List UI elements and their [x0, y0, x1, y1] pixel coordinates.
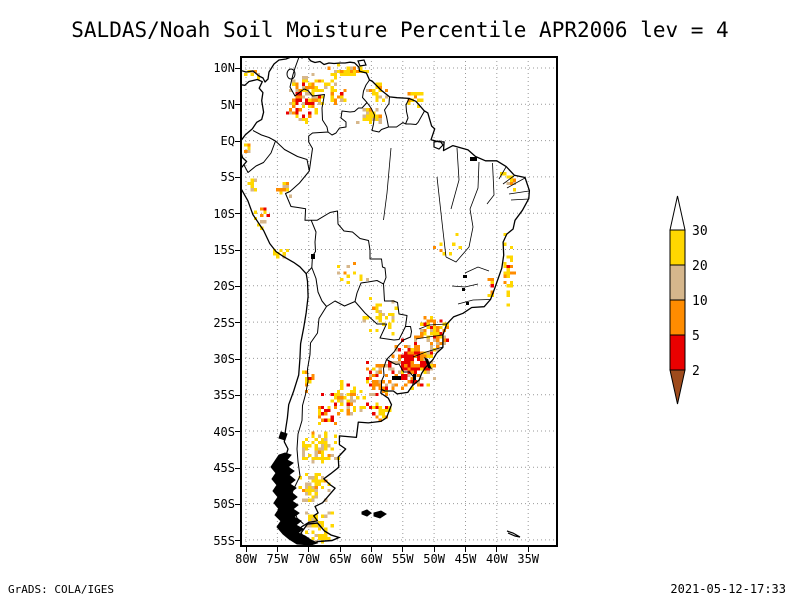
- axis-tick: [235, 467, 241, 469]
- colorbar: 30 20 10 5 2: [669, 195, 708, 405]
- lon-tick-label: 50W: [423, 552, 445, 566]
- axis-tick: [308, 546, 310, 552]
- axis-tick: [465, 546, 466, 552]
- colorbar-arrow-down: [669, 369, 686, 405]
- lat-tick-label: 45S: [213, 461, 235, 475]
- lat-tick-label: 50S: [213, 497, 235, 511]
- axis-tick: [402, 546, 404, 552]
- axis-tick: [245, 546, 247, 552]
- axis-tick: [235, 503, 241, 505]
- lon-tick-label: 55W: [391, 552, 414, 566]
- lat-tick-label: 35S: [213, 388, 235, 402]
- lon-tick-label: 40W: [485, 552, 508, 566]
- colorbar-segment: [669, 229, 686, 266]
- lake-maracaibo: [286, 68, 296, 80]
- axis-tick: [235, 285, 241, 287]
- axis-tick: [235, 140, 241, 142]
- lat-tick-label: 25S: [213, 315, 235, 330]
- axis-tick: [235, 358, 241, 360]
- axis-tick: [370, 546, 372, 552]
- axis-tick: [235, 322, 241, 323]
- lat-tick-label: 40S: [213, 424, 235, 439]
- axis-tick: [235, 176, 241, 178]
- lat-tick-label: 10N: [213, 61, 235, 75]
- axis-tick: [496, 546, 498, 552]
- lat-tick-label: 20S: [213, 279, 235, 293]
- axis-tick: [235, 431, 241, 432]
- lon-tick-label: 70W: [297, 552, 320, 566]
- lon-tick-label: 45W: [454, 552, 477, 566]
- state-borders: [383, 147, 530, 358]
- islands: [357, 59, 521, 538]
- south-america-map: [241, 57, 557, 546]
- axis-tick: [339, 546, 341, 552]
- axis-tick: [235, 540, 241, 541]
- lat-tick-label: 15S: [213, 243, 235, 257]
- colorbar-segment: [669, 264, 686, 301]
- footer-left: GrADS: COLA/IGES: [8, 583, 114, 596]
- falkland-islands: [361, 509, 387, 519]
- colorbar-segment: [669, 299, 686, 336]
- axis-tick: [235, 67, 241, 69]
- lat-tick-label: 30S: [213, 352, 235, 366]
- colorbar-label: 5: [692, 329, 700, 344]
- lon-tick-label: 80W: [235, 552, 257, 566]
- lat-tick-label: 5S: [220, 170, 235, 184]
- lat-tick-label: EQ: [220, 134, 235, 148]
- lat-tick-label: 55S: [213, 533, 235, 548]
- lat-tick-label: 5N: [220, 97, 235, 112]
- lon-tick-label: 65W: [329, 552, 351, 566]
- lat-tick-label: 10S: [213, 206, 235, 221]
- axis-tick: [235, 104, 241, 105]
- country-borders: [243, 57, 425, 525]
- footer-right: 2021-05-12-17:33: [670, 582, 786, 596]
- lon-tick-label: 35W: [517, 552, 540, 566]
- lakes: [311, 157, 477, 380]
- axis-tick: [433, 546, 435, 552]
- axis-tick: [276, 546, 278, 552]
- grid-lines: [241, 57, 557, 546]
- colorbar-arrow-up: [669, 195, 686, 231]
- lon-tick-label: 60W: [360, 552, 383, 566]
- axis-tick: [527, 546, 529, 552]
- map-frame: [240, 56, 558, 547]
- plot-title: SALDAS/Noah Soil Moisture Percentile APR…: [71, 18, 729, 42]
- axis-tick: [235, 213, 241, 214]
- tierra-del-fuego: [300, 522, 342, 545]
- axis-tick: [235, 394, 241, 396]
- coastline: [241, 57, 531, 533]
- lon-tick-label: 75W: [266, 552, 289, 566]
- colorbar-label: 10: [692, 294, 708, 309]
- axis-tick: [235, 249, 241, 251]
- colorbar-label: 30: [692, 224, 708, 239]
- colorbar-segment: [669, 334, 686, 371]
- colorbar-label: 20: [692, 259, 708, 274]
- colorbar-label: 2: [692, 364, 700, 379]
